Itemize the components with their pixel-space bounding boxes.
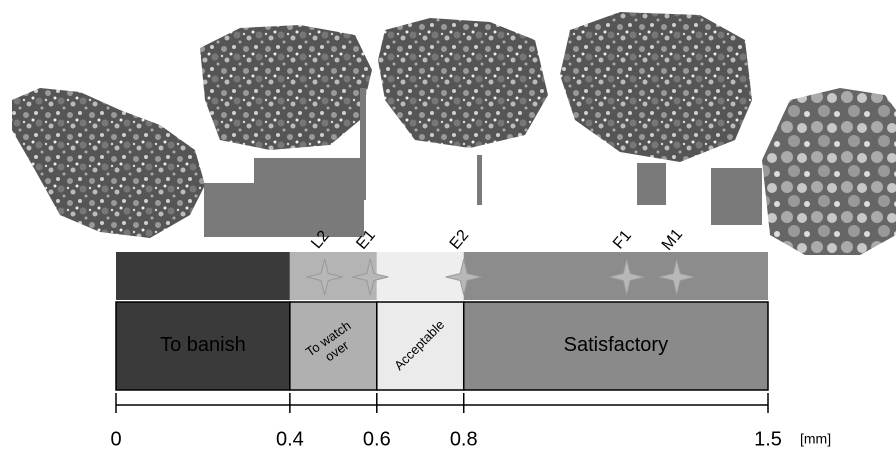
aggregate-sample: [12, 88, 205, 238]
sample-marker: [445, 258, 482, 296]
decor-block: [711, 168, 762, 225]
tick-label: 0.4: [276, 428, 304, 450]
zone-band: [115, 301, 291, 391]
decor-block: [637, 163, 666, 205]
marker-label: F1: [610, 227, 635, 252]
tick-label: 1.5: [754, 428, 782, 450]
zone-label-line: To banish: [160, 334, 246, 356]
decor-block: [477, 155, 482, 205]
tick-label: 0.8: [450, 428, 478, 450]
sample-marker: [658, 258, 695, 296]
tick-label: 0: [110, 428, 121, 450]
marker-label: E2: [447, 227, 473, 253]
zone-band-top: [116, 252, 290, 300]
aggregate-sample: [560, 12, 752, 162]
zone-band: [376, 301, 465, 391]
sample-marker: [608, 258, 645, 296]
marker-label: M1: [659, 226, 686, 254]
zone-label-line: Satisfactory: [564, 334, 668, 356]
zone-label: Satisfactory: [564, 334, 668, 356]
aggregate-sample: [762, 88, 896, 255]
tick-label: 0.6: [363, 428, 391, 450]
aggregate-sample: [200, 25, 372, 150]
zone-band: [462, 301, 769, 391]
sample-marker: [352, 258, 389, 296]
zone-label: To banish: [160, 334, 246, 356]
unit-label: [mm]: [800, 431, 831, 447]
decor-block: [360, 88, 366, 200]
decor-block: [254, 158, 364, 237]
aggregate-sample: [378, 18, 548, 148]
sample-marker: [306, 258, 343, 296]
